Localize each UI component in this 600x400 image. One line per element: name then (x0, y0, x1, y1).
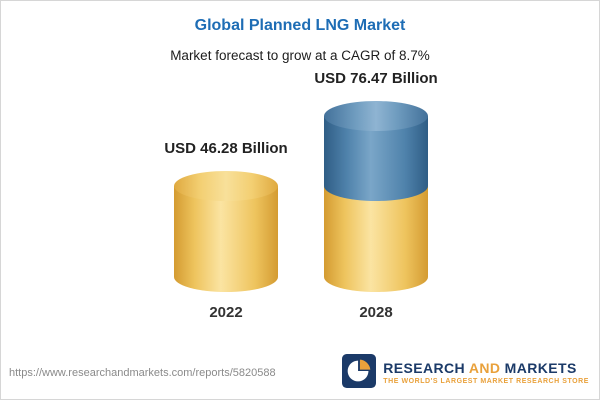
chart-title: Global Planned LNG Market (194, 17, 406, 34)
cylinder-2028-cap (324, 101, 428, 132)
cylinder-2022 (174, 170, 278, 292)
report-url: https://www.researchandmarkets.com/repor… (9, 367, 276, 379)
category-label-2028: 2028 (359, 304, 393, 321)
cylinder-2022-cap (174, 170, 278, 201)
brand-name: RESEARCH AND MARKETS (383, 360, 576, 376)
category-label-2022: 2022 (209, 304, 243, 321)
brand-word-research: RESEARCH (383, 359, 466, 376)
bar-2028: USD 76.47 Billion 2028 (314, 70, 437, 321)
pie-chart-logo-icon (342, 353, 377, 393)
brand-logo-text: RESEARCH AND MARKETS THE WORLD'S LARGEST… (383, 360, 589, 386)
bar-2022: USD 46.28 Billion 2022 (164, 140, 287, 321)
cylinder-2028-growth-segment (324, 101, 428, 201)
cyl-2022-body (174, 185, 278, 292)
cyl-2028-base-body (324, 185, 428, 292)
brand-word-and: AND (468, 359, 501, 376)
value-label-2028: USD 76.47 Billion (314, 70, 438, 88)
chart-header: Global Planned LNG Market Market forecas… (1, 1, 599, 63)
brand-word-markets: MARKETS (504, 359, 577, 376)
plot-area: USD 46.28 Billion 2022 USD 76.47 Billion… (1, 65, 599, 327)
footer: https://www.researchandmarkets.com/repor… (1, 353, 599, 399)
chart-subtitle: Market forecast to grow at a CAGR of 8.7… (170, 48, 430, 63)
brand-tagline: THE WORLD'S LARGEST MARKET RESEARCH STOR… (383, 378, 589, 386)
brand-logo: RESEARCH AND MARKETS THE WORLD'S LARGEST… (342, 353, 589, 393)
value-label-2022: USD 46.28 Billion (164, 139, 288, 157)
cylinder-2028 (324, 101, 428, 292)
